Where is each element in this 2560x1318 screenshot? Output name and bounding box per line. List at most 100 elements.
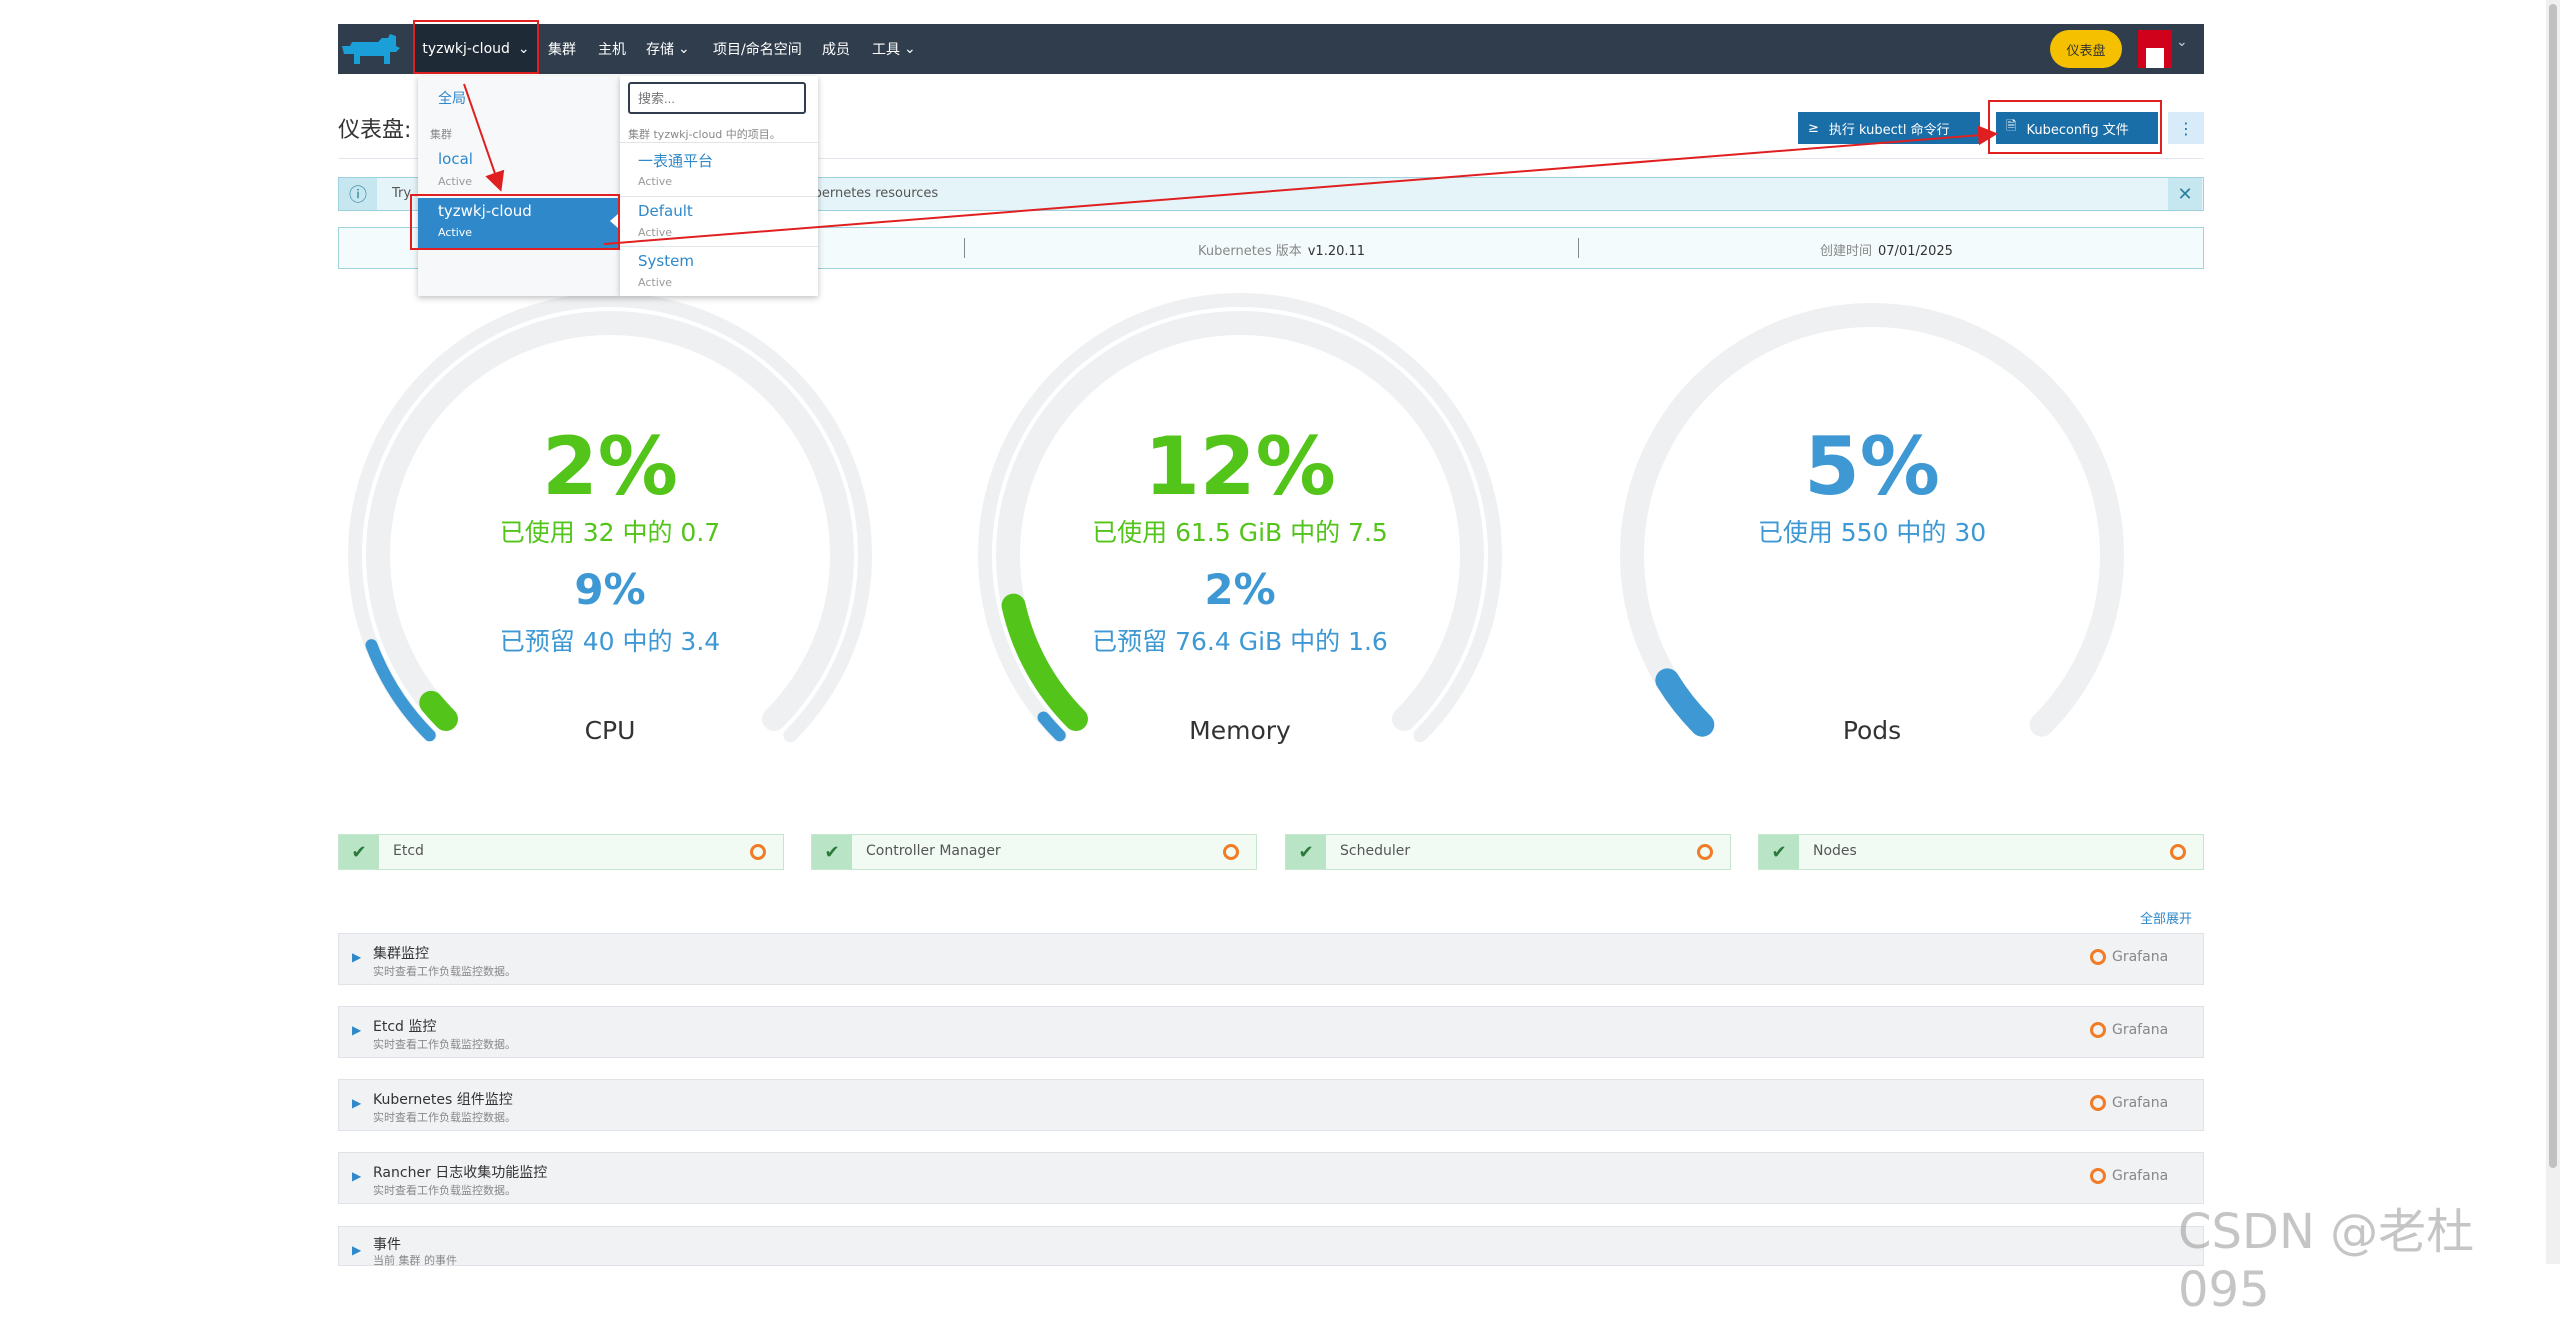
dropdown-cluster-selected[interactable]: [418, 198, 620, 248]
grafana-link[interactable]: Grafana: [2090, 1168, 2168, 1184]
grafana-link-label: Grafana: [2112, 1095, 2169, 1111]
cpu-reserved-text: 已预留 40 中的 3.4: [499, 627, 721, 656]
caret-right-icon[interactable]: ▶: [352, 950, 362, 964]
expand-all-link[interactable]: 全部展开: [2140, 912, 2193, 927]
grafana-icon[interactable]: [1697, 844, 1713, 860]
section-title: Kubernetes 组件监控: [373, 1092, 513, 1108]
dropdown-project-item[interactable]: System: [638, 252, 694, 270]
annotation-arrows: [463, 83, 1998, 245]
dropdown-project-item[interactable]: 一表通平台: [638, 152, 714, 170]
terminal-icon: ≥: [1808, 120, 1819, 136]
chevron-down-icon: ⌄: [904, 41, 916, 57]
kubectl-shell-button[interactable]: ≥ 执行 kubectl 命令行: [1798, 112, 1980, 144]
dashboard-badge[interactable]: 仪表盘: [2050, 30, 2122, 68]
grafana-link[interactable]: Grafana: [2090, 1022, 2168, 1038]
nav-projects[interactable]: 项目/命名空间: [713, 24, 802, 74]
dropdown-project-item[interactable]: Default: [638, 202, 693, 220]
nav-projects-label: 项目/命名空间: [713, 42, 802, 58]
watermark-text: CSDN @老杜095: [2178, 1204, 2475, 1318]
kubectl-shell-label: 执行 kubectl 命令行: [1828, 122, 1950, 138]
dropdown-search-input[interactable]: [628, 82, 806, 114]
section-subtitle: 实时查看工作负载监控数据。: [373, 1038, 516, 1051]
cluster-selector-button[interactable]: tyzwkj-cloud ⌄: [415, 24, 537, 74]
section-logging-monitoring[interactable]: [338, 1152, 2204, 1204]
k8s-version-value: v1.20.11: [1307, 244, 1366, 259]
gauge-reserved-arc: [1037, 711, 1066, 742]
selected-pointer-icon: [610, 214, 618, 228]
pods-gauge-label: Pods: [1842, 716, 1902, 745]
pods-used-text: 已使用 550 中的 30: [1757, 518, 1987, 547]
component-nodes: [1758, 834, 2204, 870]
gauge-track: [348, 293, 872, 743]
divider: [964, 238, 965, 258]
nav-tools[interactable]: 工具 ⌄: [872, 24, 916, 74]
dropdown-projects-header: 集群 tyzwkj-cloud 中的项目。: [628, 128, 781, 141]
dropdown-global-link[interactable]: 全局: [438, 91, 466, 107]
nav-members[interactable]: 成员: [822, 24, 850, 74]
grafana-link-label: Grafana: [2112, 1022, 2169, 1038]
dropdown-cluster-tyzwkj[interactable]: tyzwkj-cloud: [438, 202, 532, 220]
cpu-used-text: 已使用 32 中的 0.7: [499, 518, 721, 547]
avatar[interactable]: [2138, 30, 2172, 68]
gauge-used-arc: [1001, 593, 1088, 732]
section-title: 事件: [373, 1237, 401, 1253]
memory-gauge-label: Memory: [1189, 716, 1291, 745]
dropdown-project-status: Active: [638, 276, 673, 289]
section-events[interactable]: [338, 1226, 2204, 1266]
scrollbar-thumb[interactable]: [2549, 4, 2557, 1168]
grafana-icon[interactable]: [750, 844, 766, 860]
section-subtitle: 实时查看工作负载监控数据。: [373, 1111, 516, 1124]
page-title: 仪表盘: t: [338, 118, 428, 143]
component-label: Nodes: [1813, 843, 1857, 859]
nav-hosts[interactable]: 主机: [598, 24, 626, 74]
gauge-track: [996, 311, 1484, 732]
created-time-value: 07/01/2025: [1878, 244, 1953, 259]
section-subtitle: 实时查看工作负载监控数据。: [373, 965, 516, 978]
rancher-logo-icon[interactable]: [338, 24, 406, 74]
nav-clusters[interactable]: 集群: [548, 24, 576, 74]
annotation-arrow: [603, 125, 1998, 245]
nav-tools-label: 工具: [872, 42, 900, 58]
divider: [338, 158, 2204, 159]
nav-hosts-label: 主机: [598, 42, 626, 58]
section-cluster-monitoring[interactable]: [338, 933, 2204, 985]
component-label: Etcd: [393, 843, 424, 859]
dropdown-cluster-status: Active: [438, 226, 473, 239]
grafana-icon[interactable]: [1223, 844, 1239, 860]
check-icon: ✔: [1759, 835, 1799, 869]
grafana-icon[interactable]: [2170, 844, 2186, 860]
caret-right-icon[interactable]: ▶: [352, 1023, 362, 1037]
grafana-icon: [2090, 1022, 2106, 1038]
check-icon: ✔: [812, 835, 852, 869]
memory-reserved-percent: 2%: [1204, 565, 1276, 614]
caret-right-icon[interactable]: ▶: [352, 1243, 362, 1257]
info-icon: ⓘ: [339, 178, 377, 210]
kubeconfig-label: Kubeconfig 文件: [2026, 122, 2129, 138]
caret-right-icon[interactable]: ▶: [352, 1096, 362, 1110]
dropdown-cluster-local[interactable]: local: [438, 150, 473, 168]
gauge-used-arc: [419, 690, 458, 732]
more-actions-button[interactable]: ⋮: [2168, 112, 2204, 144]
caret-right-icon[interactable]: ▶: [352, 1169, 362, 1183]
nav-storage[interactable]: 存储 ⌄: [646, 24, 690, 74]
close-icon[interactable]: ✕: [2168, 178, 2202, 210]
section-subtitle: 实时查看工作负载监控数据。: [373, 1184, 516, 1197]
section-k8s-components-monitoring[interactable]: [338, 1079, 2204, 1131]
memory-reserved-text: 已预留 76.4 GiB 中的 1.6: [1092, 627, 1388, 656]
divider: [620, 196, 818, 197]
grafana-link[interactable]: Grafana: [2090, 949, 2168, 965]
grafana-link-label: Grafana: [2112, 949, 2169, 965]
nav-clusters-label: 集群: [548, 42, 576, 58]
section-title: Rancher 日志收集功能监控: [373, 1165, 548, 1181]
component-controller-manager: [811, 834, 1257, 870]
top-nav-bar: [338, 24, 2204, 74]
divider: [620, 246, 818, 247]
kubeconfig-file-button[interactable]: 🗎 Kubeconfig 文件: [1996, 112, 2158, 144]
chevron-down-icon[interactable]: ⌄: [2176, 34, 2188, 50]
gauge-reserved-arc: [365, 639, 436, 742]
grafana-link[interactable]: Grafana: [2090, 1095, 2168, 1111]
section-title: Etcd 监控: [373, 1019, 437, 1035]
section-etcd-monitoring[interactable]: [338, 1006, 2204, 1058]
cpu-used-percent: 2%: [542, 420, 678, 513]
cluster-dropdown-panel: [418, 76, 620, 296]
